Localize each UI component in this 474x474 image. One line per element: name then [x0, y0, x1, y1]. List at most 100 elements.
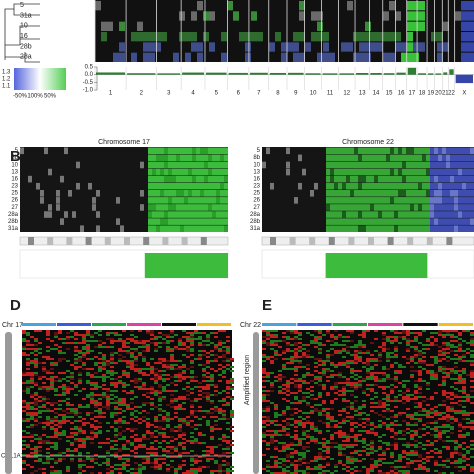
heatmap-cell	[206, 454, 210, 456]
heatmap-cell	[402, 204, 406, 211]
heatmap-cell	[186, 424, 190, 426]
heatmap-cell	[158, 468, 162, 470]
heatmap-cell	[66, 404, 70, 406]
heatmap-cell	[208, 182, 212, 190]
heatmap-cell	[278, 378, 282, 380]
heatmap-cell	[90, 456, 94, 458]
heatmap-cell	[26, 392, 30, 394]
heatmap-cell	[446, 161, 450, 169]
heatmap-cell	[362, 366, 366, 368]
heatmap-cell	[118, 340, 122, 342]
heatmap-cell	[450, 378, 454, 380]
heatmap-cell	[370, 450, 374, 452]
heatmap-cell	[38, 440, 42, 442]
heatmap-cell	[148, 190, 152, 197]
heatmap-cell	[66, 420, 70, 422]
heatmap-cell	[62, 458, 66, 460]
heatmap-cell	[286, 432, 290, 434]
heatmap-cell	[78, 446, 82, 448]
heatmap-cell	[358, 450, 362, 452]
heatmap-cell	[338, 334, 342, 336]
heatmap-cell	[218, 340, 222, 342]
heatmap-cell	[50, 378, 54, 380]
heatmap-cell	[110, 372, 114, 374]
heatmap-cell	[66, 448, 70, 450]
heatmap-cell	[221, 52, 227, 62]
heatmap-cell	[122, 416, 126, 418]
heatmap-cell	[203, 11, 209, 21]
heatmap-cell	[302, 366, 306, 368]
heatmap-cell	[458, 436, 462, 438]
heatmap-cell	[302, 422, 306, 424]
heatmap-cell	[222, 436, 226, 438]
heatmap-cell	[278, 374, 282, 376]
heatmap-cell	[386, 400, 390, 402]
heatmap-cell	[389, 1, 395, 11]
heatmap-cell	[78, 466, 82, 468]
heatmap-cell	[194, 410, 198, 412]
heatmap-cell	[22, 440, 26, 442]
heatmap-cell	[30, 452, 34, 454]
heatmap-cell	[366, 452, 370, 454]
heatmap-cell	[418, 342, 422, 344]
heatmap-cell	[450, 168, 454, 176]
heatmap-cell	[434, 225, 438, 232]
heatmap-cell	[322, 374, 326, 376]
heatmap-cell	[430, 356, 434, 358]
heatmap-cell	[374, 225, 378, 232]
heatmap-cell	[422, 368, 426, 370]
heatmap-cell	[58, 386, 62, 388]
heatmap-cell	[366, 218, 370, 225]
heatmap-cell	[146, 458, 150, 460]
heatmap-cell	[190, 354, 194, 356]
heatmap-cell	[138, 370, 142, 372]
heatmap-cell	[374, 376, 378, 378]
heatmap-cell	[114, 454, 118, 456]
heatmap-cell	[82, 444, 86, 446]
heatmap-cell	[138, 388, 142, 390]
heatmap-cell	[430, 182, 434, 190]
heatmap-cell	[458, 424, 462, 426]
heatmap-cell	[98, 368, 102, 370]
heatmap-cell	[170, 354, 174, 356]
heatmap-cell	[318, 378, 322, 380]
heatmap-cell	[82, 340, 86, 342]
heatmap-cell	[230, 370, 234, 372]
heatmap-cell	[46, 370, 50, 372]
heatmap-cell	[34, 354, 38, 356]
heatmap-cell	[78, 342, 82, 344]
heatmap-cell	[446, 182, 450, 190]
heatmap-cell	[146, 364, 150, 366]
heatmap-cell	[401, 52, 407, 62]
heatmap-cell	[208, 154, 212, 162]
heatmap-cell	[164, 147, 168, 155]
heatmap-cell	[426, 338, 430, 340]
heatmap-cell	[30, 408, 34, 410]
heatmap-cell	[54, 444, 58, 446]
heatmap-cell	[278, 450, 282, 452]
heatmap-cell	[154, 336, 158, 338]
heatmap-cell	[467, 11, 473, 21]
heatmap-cell	[86, 394, 90, 396]
heatmap-cell	[186, 452, 190, 454]
heatmap-cell	[54, 442, 58, 444]
heatmap-cell	[370, 368, 374, 370]
heatmap-cell	[430, 204, 434, 211]
heatmap-cell	[174, 364, 178, 366]
heatmap-cell	[106, 450, 110, 452]
heatmap-cell	[314, 442, 318, 444]
heatmap-cell	[386, 410, 390, 412]
heatmap-cell	[206, 460, 210, 462]
heatmap-cell	[118, 402, 122, 404]
heatmap-cell	[466, 418, 470, 420]
heatmap-cell	[170, 398, 174, 400]
heatmap-cell	[148, 147, 152, 155]
heatmap-cell	[214, 348, 218, 350]
heatmap-cell	[378, 440, 382, 442]
heatmap-cell	[130, 472, 134, 474]
ideogram-band	[309, 237, 316, 245]
heatmap-cell	[94, 382, 98, 384]
chromosome-label: 5	[215, 91, 219, 97]
heatmap-cell	[362, 380, 366, 382]
heatmap-cell	[152, 175, 156, 183]
